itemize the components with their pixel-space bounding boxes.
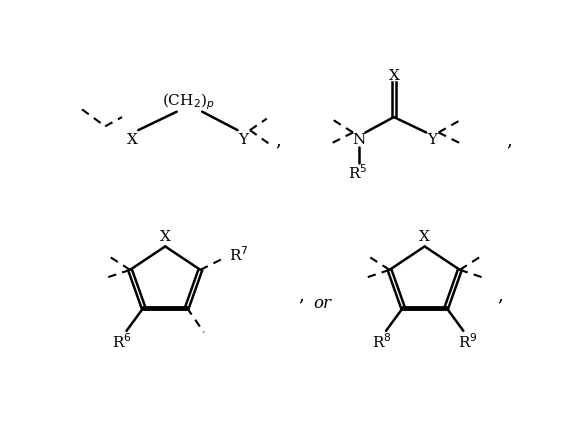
Text: X: X (419, 230, 430, 244)
Text: X: X (160, 230, 171, 244)
Text: ,: , (298, 287, 304, 305)
Text: R$^6$: R$^6$ (112, 332, 132, 351)
Text: ,: , (497, 287, 503, 305)
Text: ,: , (276, 131, 281, 149)
Text: Y: Y (238, 133, 249, 147)
Text: R$^8$: R$^8$ (371, 332, 391, 351)
Text: N: N (353, 133, 366, 147)
Text: ,: , (507, 131, 512, 149)
Text: or: or (313, 295, 331, 312)
Text: R$^5$: R$^5$ (348, 163, 367, 182)
Text: X: X (388, 69, 399, 83)
Text: X: X (127, 133, 138, 147)
Text: R$^7$: R$^7$ (229, 245, 248, 264)
Text: R$^9$: R$^9$ (458, 332, 478, 351)
Text: (CH$_2$)$_p$: (CH$_2$)$_p$ (162, 91, 215, 112)
Text: Y: Y (427, 133, 437, 147)
